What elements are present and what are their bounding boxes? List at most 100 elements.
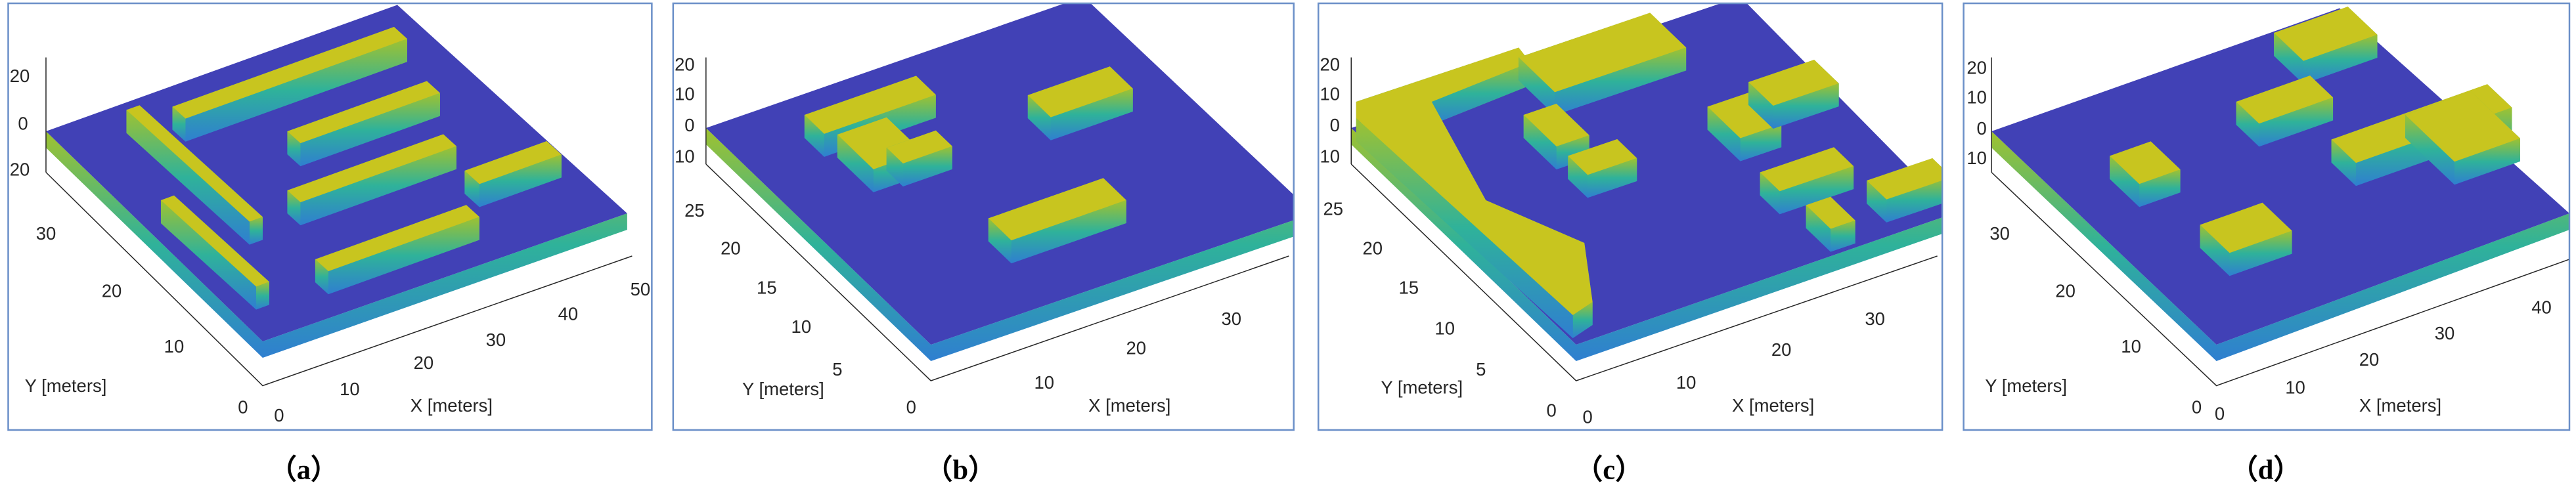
building-top bbox=[1027, 66, 1133, 118]
building-top bbox=[1523, 104, 1589, 147]
z-tick-label: 10 bbox=[675, 83, 695, 104]
y-tick-label: 15 bbox=[1398, 277, 1419, 297]
plate-side bbox=[1351, 128, 1943, 361]
building-wall bbox=[2200, 225, 2230, 276]
x-tick-label: 40 bbox=[558, 303, 579, 324]
building-wall bbox=[2229, 230, 2292, 276]
building-wall bbox=[1050, 88, 1133, 140]
x-tick-label: 30 bbox=[486, 330, 506, 350]
building-wall bbox=[1806, 205, 1831, 252]
y-tick-label: 25 bbox=[684, 200, 705, 221]
building-wall bbox=[315, 259, 328, 295]
building-wall bbox=[2454, 138, 2521, 185]
building-wall bbox=[1027, 95, 1051, 140]
building-wall bbox=[902, 146, 952, 187]
building-wall bbox=[1867, 181, 1887, 223]
z-tick-label: 20 bbox=[10, 66, 30, 86]
axis-lines bbox=[1991, 171, 2570, 387]
panel-frame bbox=[7, 2, 653, 431]
x-axis-label: X [meters] bbox=[411, 395, 493, 416]
y-tick-label: 0 bbox=[906, 397, 916, 418]
building-wall bbox=[1748, 82, 1773, 129]
x-tick-label: 40 bbox=[2531, 297, 2552, 317]
building-wall bbox=[1707, 106, 1741, 161]
building-wall bbox=[287, 190, 301, 226]
y-tick-label: 10 bbox=[2121, 336, 2141, 356]
building-wall bbox=[1519, 57, 1555, 116]
plate bbox=[705, 3, 1294, 345]
building-wall bbox=[1760, 172, 1780, 215]
panel-frame bbox=[1317, 2, 1943, 431]
building-wall bbox=[464, 171, 479, 207]
building-wall bbox=[1831, 220, 1855, 252]
caption: （c） bbox=[1575, 455, 1643, 486]
building-wall bbox=[2303, 34, 2378, 84]
z-tick-label: 0 bbox=[1330, 115, 1340, 135]
building-wall bbox=[172, 106, 186, 142]
plate-side bbox=[1991, 131, 2570, 361]
x-tick-label: 20 bbox=[1126, 338, 1146, 358]
plate-side bbox=[705, 128, 1294, 361]
building-top bbox=[988, 178, 1126, 241]
panel-frame bbox=[1963, 2, 2571, 431]
building-wall bbox=[886, 148, 903, 187]
building-wall bbox=[1568, 156, 1588, 198]
x-tick-label: 20 bbox=[2359, 349, 2380, 370]
building-wall bbox=[249, 217, 263, 245]
building-wall bbox=[328, 217, 479, 295]
x-tick-label: 20 bbox=[414, 353, 434, 373]
building-wall bbox=[2274, 33, 2304, 84]
x-tick-label: 10 bbox=[2285, 377, 2305, 398]
building-wall bbox=[1523, 115, 1557, 170]
building-wall bbox=[1588, 158, 1637, 198]
building-wall bbox=[255, 282, 269, 310]
building-top bbox=[886, 130, 952, 164]
y-tick-label: 25 bbox=[1323, 198, 1343, 219]
y-tick-label: 20 bbox=[2055, 280, 2076, 301]
building-top bbox=[804, 75, 936, 134]
z-tick-label: 10 bbox=[1320, 146, 1340, 166]
building-top bbox=[1748, 60, 1839, 106]
panel: 20 10 0 10 25 20 15 10 5 0 10 20 30 X [meters] Y [mete… bbox=[673, 3, 1294, 430]
y-tick-label: 20 bbox=[102, 280, 122, 301]
building-top bbox=[287, 134, 456, 203]
building-top bbox=[1707, 93, 1782, 139]
axis-lines bbox=[1350, 163, 1938, 381]
x-tick-label: 30 bbox=[1865, 309, 1885, 329]
x-tick-label: 50 bbox=[631, 279, 651, 299]
building-top bbox=[1806, 196, 1855, 229]
z-tick-label: 20 bbox=[1320, 54, 1340, 74]
z-tick-label: 20 bbox=[1966, 57, 1987, 77]
plate bbox=[1991, 8, 2570, 345]
panel: 20 0 20 30 20 10 0 0 10 20 30 40 50 X [meters] Y [mete… bbox=[8, 3, 652, 430]
z-tick-label: 10 bbox=[1966, 148, 1987, 168]
building-top bbox=[1568, 139, 1637, 175]
x-tick-label: 0 bbox=[1583, 407, 1593, 427]
x-tick-label: 10 bbox=[1034, 372, 1055, 393]
building-wall bbox=[160, 200, 256, 310]
y-tick-label: 20 bbox=[721, 238, 741, 258]
building-wall bbox=[2331, 139, 2357, 186]
axis-lines bbox=[705, 163, 1289, 381]
building-top bbox=[1356, 47, 1593, 315]
y-tick-label: 0 bbox=[238, 397, 248, 418]
x-tick-label: 10 bbox=[1676, 372, 1697, 393]
y-tick-label: 30 bbox=[36, 223, 56, 244]
building-top bbox=[126, 105, 263, 222]
y-axis-label: Y [meters] bbox=[1985, 376, 2067, 396]
building-top bbox=[2236, 75, 2334, 124]
y-axis-label: Y [meters] bbox=[25, 376, 107, 396]
building-top bbox=[464, 141, 562, 184]
y-tick-label: 0 bbox=[2192, 397, 2202, 418]
z-tick-label: 10 bbox=[675, 146, 695, 166]
building-wall bbox=[1740, 124, 1782, 161]
z-tick-label: 0 bbox=[1976, 118, 1986, 139]
building-wall bbox=[2139, 169, 2181, 207]
building-wall bbox=[185, 39, 407, 142]
building-wall bbox=[2236, 102, 2259, 147]
building-top bbox=[2200, 202, 2292, 253]
building-wall bbox=[2110, 156, 2140, 207]
z-tick-label: 20 bbox=[10, 159, 30, 179]
building-wall bbox=[126, 110, 250, 245]
